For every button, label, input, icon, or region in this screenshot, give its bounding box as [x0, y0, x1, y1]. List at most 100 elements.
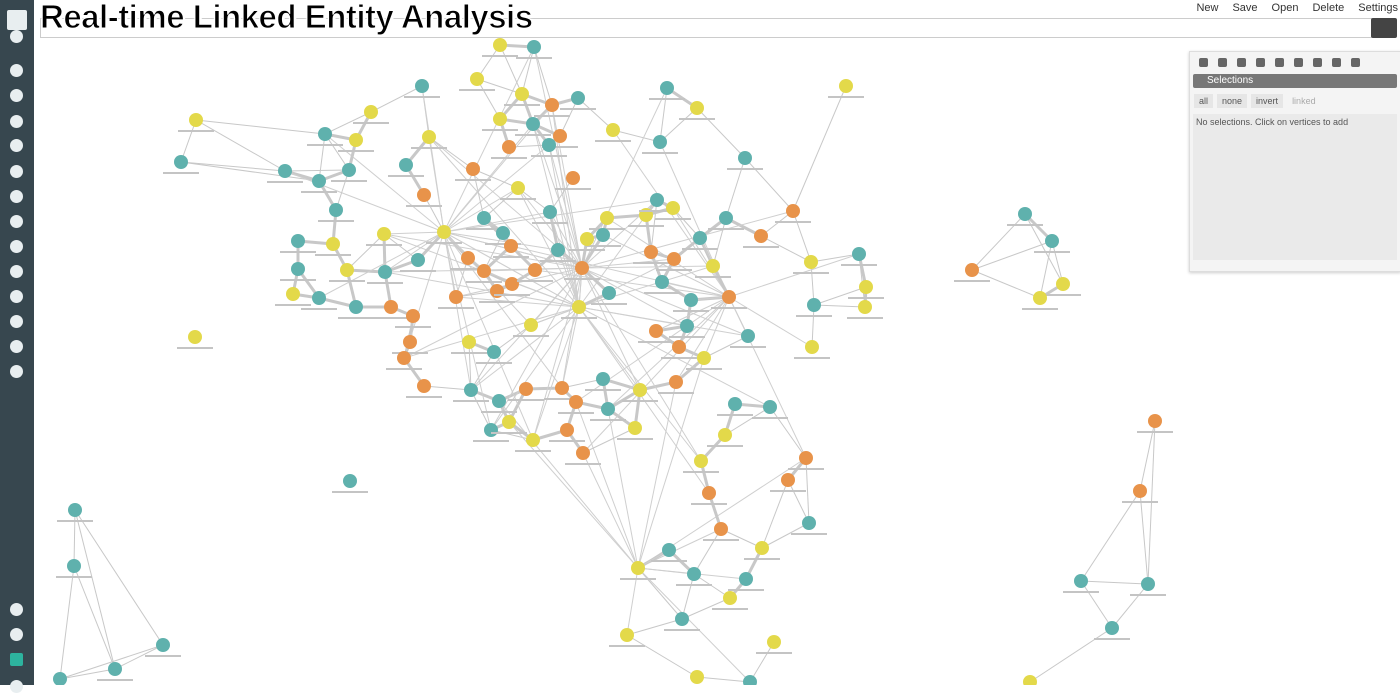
- vertex[interactable]: [767, 635, 781, 649]
- vertex[interactable]: [566, 171, 580, 185]
- tool[interactable]: [1313, 58, 1322, 67]
- vertex[interactable]: [403, 335, 417, 349]
- vertex[interactable]: [312, 174, 326, 188]
- vertex[interactable]: [743, 675, 757, 685]
- vertex[interactable]: [342, 163, 356, 177]
- button[interactable]: linked: [1292, 96, 1316, 106]
- vertex[interactable]: [655, 275, 669, 289]
- vertex[interactable]: [763, 400, 777, 414]
- vertex[interactable]: [719, 211, 733, 225]
- menu-item[interactable]: Save: [1232, 2, 1258, 14]
- vertex[interactable]: [633, 383, 647, 397]
- vertex[interactable]: [596, 228, 610, 242]
- vertex[interactable]: [649, 324, 663, 338]
- vertex[interactable]: [349, 133, 363, 147]
- vertex[interactable]: [417, 188, 431, 202]
- vertex[interactable]: [291, 234, 305, 248]
- vertex[interactable]: [662, 543, 676, 557]
- vertex[interactable]: [690, 670, 704, 684]
- vertex[interactable]: [343, 474, 357, 488]
- vertex[interactable]: [1141, 577, 1155, 591]
- vertex[interactable]: [470, 72, 484, 86]
- vertex[interactable]: [527, 40, 541, 54]
- vertex[interactable]: [406, 309, 420, 323]
- vertex[interactable]: [543, 205, 557, 219]
- nav-icon[interactable]: [10, 628, 23, 641]
- menu-item[interactable]: Settings: [1358, 2, 1398, 14]
- nav-icon[interactable]: [10, 30, 23, 43]
- nav-icon[interactable]: [10, 165, 23, 178]
- vertex[interactable]: [329, 203, 343, 217]
- nav-icon[interactable]: [10, 365, 23, 378]
- vertex[interactable]: [786, 204, 800, 218]
- vertex[interactable]: [1133, 484, 1147, 498]
- nav-icon[interactable]: [10, 265, 23, 278]
- vertex[interactable]: [464, 383, 478, 397]
- vertex[interactable]: [340, 263, 354, 277]
- vertex[interactable]: [422, 130, 436, 144]
- vertex[interactable]: [781, 473, 795, 487]
- vertex[interactable]: [675, 612, 689, 626]
- vertex[interactable]: [318, 127, 332, 141]
- nav-icon[interactable]: [10, 240, 23, 253]
- vertex[interactable]: [666, 201, 680, 215]
- vertex[interactable]: [660, 81, 674, 95]
- nav-icon[interactable]: [10, 290, 23, 303]
- vertex[interactable]: [174, 155, 188, 169]
- vertex[interactable]: [714, 522, 728, 536]
- vertex[interactable]: [312, 291, 326, 305]
- nav-icon[interactable]: [10, 680, 23, 693]
- vertex[interactable]: [690, 101, 704, 115]
- vertex[interactable]: [680, 319, 694, 333]
- vertex[interactable]: [755, 541, 769, 555]
- vertex[interactable]: [1033, 291, 1047, 305]
- vertex[interactable]: [364, 105, 378, 119]
- tool[interactable]: [1332, 58, 1341, 67]
- vertex[interactable]: [526, 433, 540, 447]
- vertex[interactable]: [1045, 234, 1059, 248]
- nav-icon[interactable]: [10, 603, 23, 616]
- vertex[interactable]: [505, 277, 519, 291]
- vertex[interactable]: [738, 151, 752, 165]
- vertex[interactable]: [515, 87, 529, 101]
- vertex[interactable]: [1148, 414, 1162, 428]
- tool[interactable]: [1237, 58, 1246, 67]
- vertex[interactable]: [706, 259, 720, 273]
- vertex[interactable]: [804, 255, 818, 269]
- vertex[interactable]: [462, 335, 476, 349]
- vertex[interactable]: [805, 340, 819, 354]
- vertex[interactable]: [492, 394, 506, 408]
- nav-icon[interactable]: [10, 340, 23, 353]
- tool[interactable]: [1275, 58, 1284, 67]
- vertex[interactable]: [108, 662, 122, 676]
- vertex[interactable]: [528, 263, 542, 277]
- vertex[interactable]: [1105, 621, 1119, 635]
- nav-icon[interactable]: [10, 64, 23, 77]
- nav-icon[interactable]: [10, 139, 23, 152]
- vertex[interactable]: [502, 140, 516, 154]
- vertex[interactable]: [569, 395, 583, 409]
- vertex[interactable]: [542, 138, 556, 152]
- search-button[interactable]: [1371, 18, 1397, 38]
- vertex[interactable]: [697, 351, 711, 365]
- tool[interactable]: [1351, 58, 1360, 67]
- vertex[interactable]: [415, 79, 429, 93]
- nav-icon[interactable]: [10, 215, 23, 228]
- vertex[interactable]: [493, 112, 507, 126]
- vertex[interactable]: [349, 300, 363, 314]
- tool[interactable]: [1294, 58, 1303, 67]
- vertex[interactable]: [596, 372, 610, 386]
- vertex[interactable]: [575, 261, 589, 275]
- vertex[interactable]: [496, 226, 510, 240]
- vertex[interactable]: [461, 251, 475, 265]
- vertex[interactable]: [571, 91, 585, 105]
- button[interactable]: all: [1194, 94, 1214, 108]
- vertex[interactable]: [291, 262, 305, 276]
- vertex[interactable]: [477, 264, 491, 278]
- vertex[interactable]: [852, 247, 866, 261]
- vertex[interactable]: [576, 446, 590, 460]
- vertex[interactable]: [672, 340, 686, 354]
- vertex[interactable]: [384, 300, 398, 314]
- vertex[interactable]: [189, 113, 203, 127]
- menu-item[interactable]: Open: [1271, 2, 1299, 14]
